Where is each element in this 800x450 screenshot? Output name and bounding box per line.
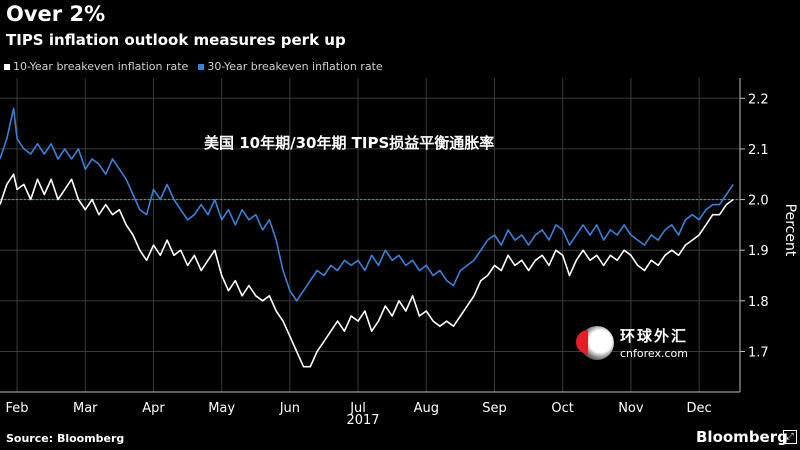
y-tick-label: 1.9 — [748, 244, 769, 259]
series-line-10y — [0, 173, 734, 368]
series-layer — [0, 107, 734, 368]
brand-logo: Bloomberg — [696, 428, 788, 446]
chart-title: Over 2% — [6, 2, 106, 26]
legend-label-30y: 30-Year breakeven inflation rate — [207, 60, 383, 73]
x-tick-label: Mar — [73, 401, 98, 416]
y-tick-label: 1.8 — [748, 295, 769, 310]
overlay-caption: 美国 10年期/30年期 TIPS损益平衡通胀率 — [204, 134, 494, 152]
y-tick-label: 2.0 — [748, 194, 769, 209]
x-tick-label: Aug — [414, 401, 439, 416]
legend-swatch-10y — [4, 63, 10, 70]
legend-label-10y: 10-Year breakeven inflation rate — [13, 60, 189, 73]
x-tick-label: Apr — [142, 401, 165, 416]
x-tick-label: May — [208, 401, 235, 416]
legend: 10-Year breakeven inflation rate 30-Year… — [4, 60, 383, 73]
brand-expand-icon: ⤢ — [783, 430, 797, 444]
x-tick-label: Nov — [618, 401, 644, 416]
chart-subtitle: TIPS inflation outlook measures perk up — [6, 31, 346, 49]
y-tick-label: 2.2 — [748, 92, 769, 107]
legend-swatch-30y — [198, 63, 205, 70]
watermark-cn: 环球外汇 — [620, 327, 689, 345]
x-tick-label: Feb — [6, 401, 29, 416]
x-axis-label: 2017 — [346, 413, 379, 428]
watermark-en: cnforex.com — [620, 347, 688, 360]
x-tick-label: Jun — [279, 401, 300, 416]
x-tick-label: Oct — [551, 401, 573, 416]
x-tick-label: Dec — [687, 401, 712, 416]
watermark-text: 环球外汇 cnforex.com — [620, 325, 688, 360]
x-tick-label: Sep — [482, 401, 507, 416]
y-tick-label: 2.1 — [748, 143, 769, 158]
watermark-logo-accent-icon — [576, 330, 588, 354]
series-line-30y — [0, 107, 734, 302]
y-tick-label: 1.7 — [748, 345, 769, 360]
x-tick-label: Jul — [349, 401, 366, 416]
axes: 1.7 1.8 1.9 2.0 2.1 2.2 Feb Mar Apr May Jun Jul Aug S… — [0, 78, 769, 416]
source-note: Source: Bloomberg — [6, 432, 125, 445]
y-axis-label: Percent — [782, 204, 798, 257]
legend-item-10y: 10-Year breakeven inflation rate — [4, 60, 188, 73]
legend-item-30y: 30-Year breakeven inflation rate — [198, 60, 383, 73]
